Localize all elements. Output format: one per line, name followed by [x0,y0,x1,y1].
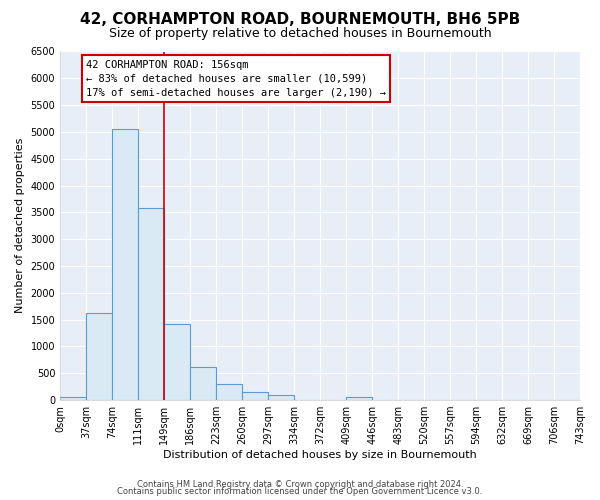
Bar [112,128,138,400]
Text: 42, CORHAMPTON ROAD, BOURNEMOUTH, BH6 5PB: 42, CORHAMPTON ROAD, BOURNEMOUTH, BH6 5P… [80,12,520,28]
Bar [242,392,268,400]
Bar [190,367,216,400]
Text: 42 CORHAMPTON ROAD: 156sqm
← 83% of detached houses are smaller (10,599)
17% of : 42 CORHAMPTON ROAD: 156sqm ← 83% of deta… [86,60,386,98]
Bar [346,397,372,400]
X-axis label: Distribution of detached houses by size in Bournemouth: Distribution of detached houses by size … [163,450,477,460]
Bar [60,397,86,400]
Bar [86,313,112,400]
Bar [216,384,242,400]
Text: Contains HM Land Registry data © Crown copyright and database right 2024.: Contains HM Land Registry data © Crown c… [137,480,463,489]
Text: Size of property relative to detached houses in Bournemouth: Size of property relative to detached ho… [109,28,491,40]
Text: Contains public sector information licensed under the Open Government Licence v3: Contains public sector information licen… [118,487,482,496]
Bar [138,208,164,400]
Bar [164,324,190,400]
Y-axis label: Number of detached properties: Number of detached properties [15,138,25,314]
Bar [268,394,294,400]
